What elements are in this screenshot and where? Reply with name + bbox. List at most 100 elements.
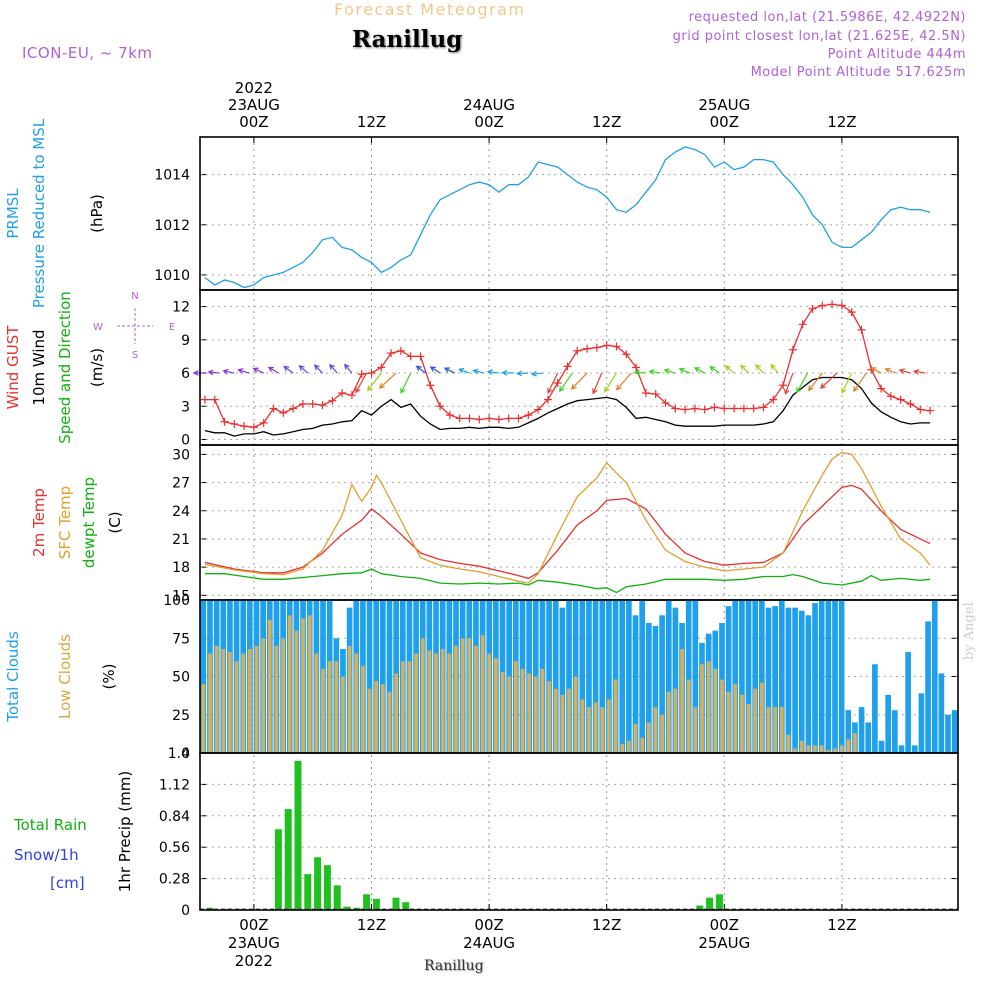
total-cloud-bar bbox=[739, 600, 745, 753]
gust-marker bbox=[906, 400, 915, 409]
wind-direction-arrow bbox=[472, 368, 485, 375]
wind-direction-arrow bbox=[592, 372, 603, 395]
precip-bar bbox=[363, 894, 371, 910]
gust-marker bbox=[759, 403, 768, 412]
gust-marker bbox=[200, 395, 209, 404]
low-cloud-bar bbox=[640, 737, 644, 753]
low-cloud-bar bbox=[314, 653, 319, 753]
wind-direction-arrow bbox=[267, 366, 279, 374]
gust-marker bbox=[338, 388, 347, 397]
low-cloud-bar bbox=[520, 668, 525, 753]
y-axis-title: Pressure Reduced to MSL bbox=[30, 118, 48, 308]
credit-watermark: by Angel bbox=[962, 602, 977, 660]
total-cloud-bar bbox=[865, 722, 872, 753]
gust-marker bbox=[230, 419, 239, 428]
y-axis-title: (%) bbox=[100, 664, 118, 690]
y-tick-label: 9 bbox=[181, 333, 190, 349]
low-cloud-bar bbox=[646, 722, 651, 753]
low-cloud-bar bbox=[693, 707, 698, 753]
total-cloud-bar bbox=[945, 714, 951, 753]
total-cloud-bar bbox=[639, 600, 645, 753]
compass-label: W bbox=[93, 322, 103, 333]
model-label: ICON-EU, ~ 7km bbox=[22, 44, 153, 62]
precip-bar bbox=[284, 809, 292, 910]
total-cloud-bar bbox=[200, 600, 207, 753]
wind-direction-arrow bbox=[429, 366, 441, 374]
gust-marker bbox=[308, 400, 317, 409]
y-tick-label: 25 bbox=[172, 708, 190, 724]
low-cloud-bar bbox=[394, 673, 398, 753]
gust-marker bbox=[916, 405, 925, 414]
total-cloud-bar bbox=[911, 745, 918, 753]
low-cloud-bar bbox=[760, 682, 764, 753]
gust-marker bbox=[475, 415, 484, 424]
y-tick-label: 0 bbox=[181, 746, 190, 762]
y-axis-title: Low Clouds bbox=[56, 634, 74, 719]
low-cloud-bar bbox=[321, 668, 325, 753]
low-cloud-bar bbox=[287, 615, 292, 753]
wind-direction-arrow bbox=[770, 363, 779, 374]
gust-marker bbox=[347, 391, 356, 400]
gust-marker bbox=[798, 320, 807, 329]
wind-direction-arrow bbox=[663, 368, 676, 374]
y-tick-label: 18 bbox=[172, 560, 190, 576]
total-cloud-bar bbox=[905, 652, 911, 753]
y-tick-label: 6 bbox=[181, 366, 190, 382]
compass-label: S bbox=[132, 350, 138, 361]
precip-bar bbox=[706, 897, 714, 910]
low-cloud-bar bbox=[381, 684, 385, 753]
wind-direction-arrow bbox=[355, 372, 368, 394]
total-cloud-bar bbox=[845, 710, 852, 753]
low-cloud-bar bbox=[214, 645, 219, 753]
total-cloud-bar bbox=[925, 621, 931, 753]
low-cloud-bar bbox=[447, 653, 452, 753]
y-tick-label: 27 bbox=[172, 476, 190, 492]
total-cloud-bar bbox=[592, 600, 599, 753]
low-cloud-bar bbox=[354, 653, 359, 753]
gust-marker bbox=[367, 369, 376, 378]
panel-frame bbox=[199, 289, 959, 446]
total-cloud-bar bbox=[665, 600, 672, 753]
wind-direction-arrow bbox=[501, 369, 514, 376]
total-cloud-bar bbox=[931, 600, 938, 753]
wind-direction-arrow bbox=[796, 372, 809, 394]
wind-direction-arrow bbox=[853, 372, 867, 393]
wind-direction-arrow bbox=[693, 367, 705, 374]
low-cloud-bar bbox=[387, 691, 392, 753]
wind-direction-arrow bbox=[648, 369, 661, 375]
wind-direction-arrow bbox=[329, 363, 338, 374]
low-cloud-bar bbox=[414, 653, 418, 753]
y-tick-label: 50 bbox=[172, 670, 190, 686]
gust-marker bbox=[681, 405, 690, 414]
series-line bbox=[204, 451, 931, 584]
low-cloud-bar bbox=[527, 673, 531, 753]
point-altitude: Point Altitude 444m bbox=[827, 47, 966, 62]
compass-label: E bbox=[169, 322, 175, 333]
total-cloud-bar bbox=[825, 600, 832, 753]
low-cloud-bar bbox=[367, 688, 372, 753]
wind-direction-arrow bbox=[458, 367, 470, 374]
y-axis-title: PRMSL bbox=[4, 188, 22, 239]
gust-marker bbox=[534, 405, 543, 414]
low-cloud-bar bbox=[294, 630, 299, 753]
gust-marker bbox=[436, 402, 445, 411]
low-cloud-bar bbox=[680, 648, 684, 753]
low-cloud-bar bbox=[467, 638, 472, 753]
gust-marker bbox=[602, 341, 611, 350]
time-axis-label-bottom: 2022 bbox=[235, 952, 273, 970]
y-axis-title: (C) bbox=[106, 511, 124, 533]
low-cloud-bar bbox=[700, 664, 704, 753]
precip-legend-label: Total Rain bbox=[13, 816, 87, 834]
low-cloud-bar bbox=[819, 745, 824, 753]
precip-bar bbox=[372, 898, 380, 910]
wind-direction-arrow bbox=[615, 372, 632, 391]
y-tick-label: 0.84 bbox=[159, 809, 190, 825]
wind-direction-arrow bbox=[819, 372, 838, 389]
gust-marker bbox=[730, 404, 739, 413]
gust-marker bbox=[837, 301, 846, 310]
total-cloud-bar bbox=[566, 600, 572, 753]
wind-direction-arrow bbox=[559, 372, 573, 393]
gust-marker bbox=[583, 344, 592, 353]
station-title: Ranillug bbox=[352, 26, 463, 53]
low-cloud-bar bbox=[267, 619, 272, 753]
